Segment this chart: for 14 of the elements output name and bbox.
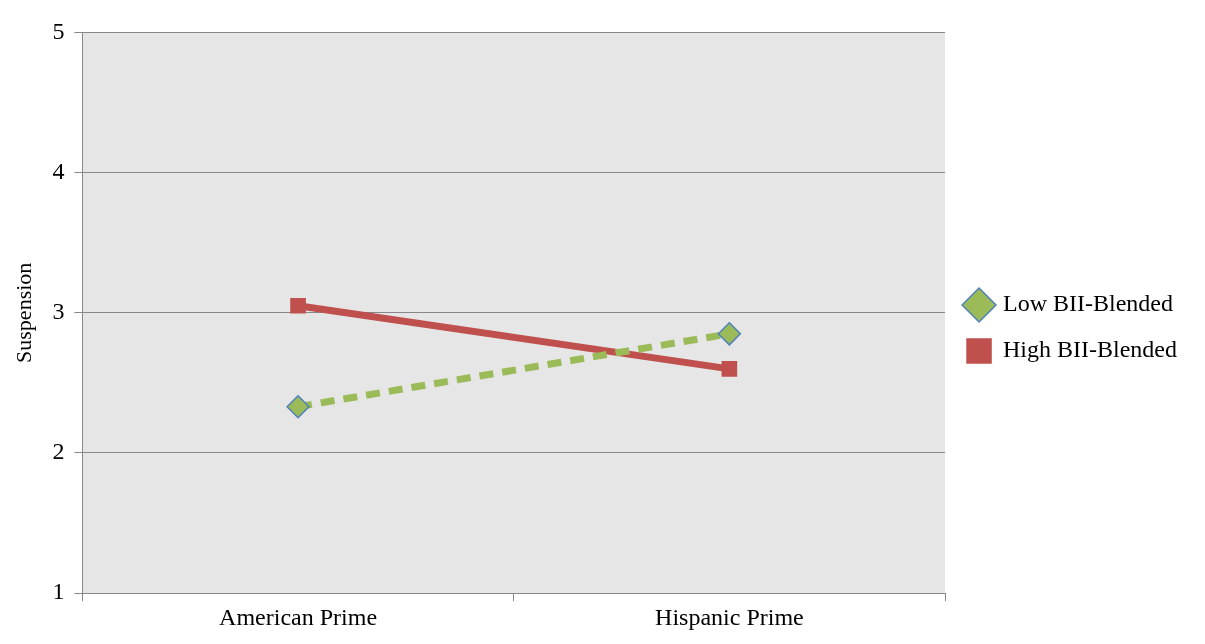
legend-label: High BII-Blended [1003, 336, 1177, 363]
x-tick-label: American Prime [219, 603, 378, 630]
y-axis-title: Suspension [10, 262, 36, 363]
legend-label: Low BII-Blended [1003, 290, 1173, 317]
y-tick-label: 2 [52, 438, 65, 465]
point [286, 394, 310, 419]
point [721, 361, 738, 377]
point [290, 297, 306, 314]
point [717, 322, 742, 346]
x-tick-label: Hispanic Prime [655, 603, 804, 630]
y-tick-label: 3 [52, 298, 65, 325]
y-tick-label: 5 [52, 17, 65, 44]
y-tick-label: 4 [52, 157, 65, 184]
y-tick-label: 1 [52, 578, 65, 605]
